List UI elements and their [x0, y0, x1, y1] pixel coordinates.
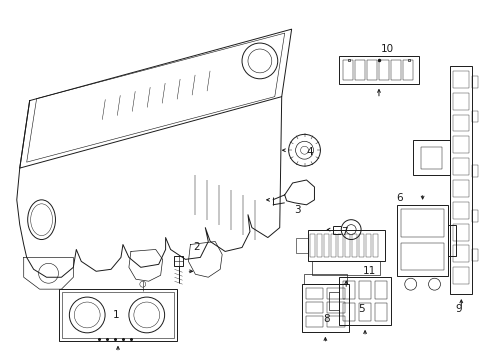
- Bar: [345, 234, 349, 257]
- Bar: [324, 234, 328, 257]
- Bar: [62, 292, 173, 338]
- Text: 6: 6: [396, 193, 402, 203]
- Bar: [378, 60, 388, 80]
- Bar: [326, 316, 345, 327]
- Bar: [471, 210, 477, 222]
- Text: 11: 11: [362, 266, 375, 276]
- Bar: [317, 234, 322, 257]
- Bar: [173, 256, 183, 266]
- Bar: [331, 234, 336, 257]
- Bar: [339, 277, 390, 325]
- Bar: [447, 225, 455, 256]
- Bar: [452, 114, 468, 131]
- Text: 4: 4: [305, 147, 312, 157]
- Bar: [374, 303, 386, 321]
- Bar: [402, 60, 412, 80]
- Text: 9: 9: [454, 304, 461, 314]
- Bar: [452, 71, 468, 88]
- Bar: [343, 60, 352, 80]
- Bar: [400, 243, 444, 270]
- Text: 5: 5: [357, 304, 364, 314]
- Bar: [471, 111, 477, 122]
- Bar: [452, 136, 468, 153]
- Bar: [343, 281, 354, 299]
- Bar: [326, 288, 345, 299]
- Bar: [351, 234, 356, 257]
- Bar: [305, 288, 323, 299]
- Bar: [358, 281, 370, 299]
- Bar: [312, 261, 379, 275]
- Bar: [307, 230, 384, 261]
- Bar: [305, 302, 323, 313]
- Bar: [471, 249, 477, 261]
- Bar: [343, 303, 354, 321]
- Bar: [358, 234, 364, 257]
- Bar: [471, 76, 477, 88]
- Bar: [471, 165, 477, 177]
- Bar: [452, 202, 468, 219]
- Bar: [305, 316, 323, 327]
- Bar: [366, 234, 370, 257]
- Bar: [412, 140, 449, 175]
- Text: 1: 1: [112, 310, 119, 320]
- Bar: [310, 234, 315, 257]
- Text: 2: 2: [193, 243, 199, 252]
- Bar: [60, 289, 176, 341]
- Text: 7: 7: [340, 226, 347, 237]
- Bar: [374, 281, 386, 299]
- Bar: [452, 93, 468, 109]
- Bar: [339, 56, 418, 84]
- Bar: [338, 234, 343, 257]
- Bar: [452, 224, 468, 240]
- Bar: [452, 180, 468, 197]
- Bar: [326, 302, 345, 313]
- Bar: [354, 60, 365, 80]
- Bar: [452, 158, 468, 175]
- Bar: [366, 60, 376, 80]
- Bar: [396, 205, 447, 276]
- Text: 8: 8: [323, 314, 329, 324]
- Bar: [452, 267, 468, 284]
- Bar: [390, 60, 400, 80]
- Bar: [420, 147, 442, 169]
- Text: 10: 10: [380, 44, 393, 54]
- Bar: [301, 284, 348, 332]
- Bar: [400, 209, 444, 237]
- Bar: [328, 292, 339, 310]
- Bar: [452, 246, 468, 262]
- Text: 3: 3: [294, 205, 300, 215]
- Bar: [295, 238, 307, 253]
- Bar: [449, 66, 471, 294]
- Bar: [358, 303, 370, 321]
- Bar: [303, 274, 346, 284]
- Bar: [372, 234, 377, 257]
